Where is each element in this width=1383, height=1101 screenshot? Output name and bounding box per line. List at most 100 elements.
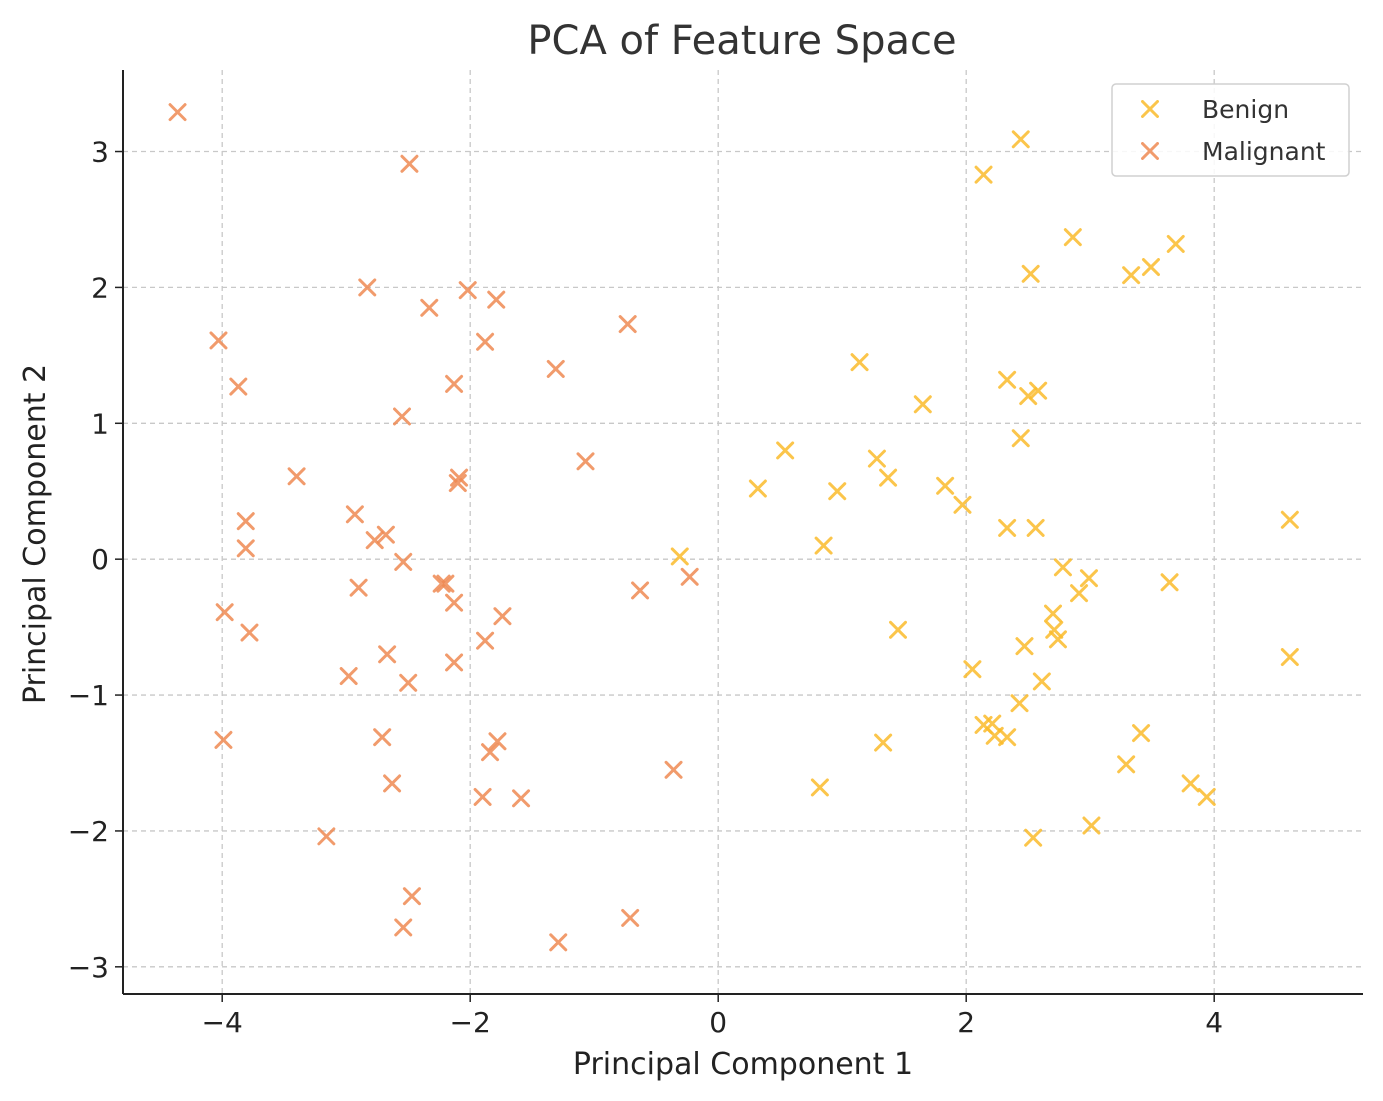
legend-label-benign: Benign [1202,95,1289,124]
data-point-benign [1011,130,1030,149]
legend: Benign Malignant [1111,83,1350,177]
data-point-malignant [445,593,464,612]
data-point-malignant [393,407,411,426]
data-point-benign [1132,724,1151,743]
data-point-malignant [399,673,418,692]
x-tick-label: 4 [1205,1006,1223,1039]
data-point-benign [1280,648,1299,667]
data-point-benign [748,479,767,498]
data-point-malignant [339,667,358,686]
data-point-malignant [394,918,413,937]
data-point-malignant [168,103,187,122]
data-point-benign [1024,828,1043,847]
data-point-malignant [229,377,248,396]
y-tick-label: −1 [68,679,109,712]
data-point-malignant [215,603,234,622]
x-tick-label: 0 [709,1006,727,1039]
data-point-benign [913,395,932,414]
data-point-malignant [576,452,595,471]
x-axis-label: Principal Component 1 [573,1047,913,1082]
chart-title: PCA of Feature Space [527,18,956,64]
data-point-benign [998,518,1017,537]
data-point-benign [1045,620,1064,639]
data-point-benign [879,468,898,487]
data-point-benign [1141,258,1160,277]
data-point-malignant [476,631,495,650]
data-point-malignant [420,298,439,317]
legend-box [1111,83,1350,177]
data-point-malignant [400,154,419,173]
data-point-benign [1197,787,1216,806]
data-point-malignant [240,623,259,642]
legend-marker-malignant [1141,142,1159,160]
data-point-benign [1070,584,1089,603]
data-point-benign [889,620,907,639]
legend-marker-benign [1141,100,1159,118]
data-point-benign [1011,429,1030,448]
legend-label-malignant: Malignant [1202,137,1326,166]
data-point-malignant [488,732,507,751]
data-point-malignant [317,827,336,846]
data-point-benign [1044,604,1062,623]
data-point-malignant [512,789,531,808]
data-point-benign [1048,630,1067,649]
data-point-benign [810,778,829,797]
tick-labels: −4 −2 0 2 4 −3 −2 −1 0 1 2 3 [68,136,1223,1039]
data-point-malignant [402,887,421,906]
data-point-malignant [432,574,451,593]
data-point-benign [1063,228,1082,247]
data-point-benign [1010,694,1029,713]
data-point-malignant [487,290,506,309]
x-tick-label: 2 [957,1006,975,1039]
data-point-benign [1019,387,1038,406]
data-point-benign [867,449,886,468]
data-point-benign [1280,510,1299,529]
data-point-malignant [349,578,368,597]
data-point-malignant [450,468,469,487]
data-point-benign [1181,774,1200,793]
data-point-benign [953,495,972,514]
data-point-benign [1015,637,1034,656]
data-point-malignant [631,581,650,600]
data-point-malignant [378,645,397,664]
data-point-benign [1122,266,1141,285]
data-point-malignant [345,505,364,524]
grid-lines [123,70,1363,994]
data-point-malignant [376,525,395,544]
y-tick-label: 3 [91,136,109,169]
data-point-malignant [680,567,699,586]
data-point-malignant [436,574,455,593]
data-point-malignant [481,743,500,762]
data-point-benign [850,353,869,372]
data-point-malignant [287,467,306,486]
data-point-malignant [373,728,392,747]
data-point-benign [828,482,847,501]
x-tick-label: −4 [202,1006,243,1039]
data-point-benign [1166,234,1185,253]
data-point-benign [998,728,1017,747]
y-tick-label: −2 [68,815,109,848]
y-tick-label: 1 [91,407,109,440]
data-point-malignant [618,315,637,334]
data-point-benign [1029,381,1048,400]
data-point-benign [1082,816,1101,835]
data-point-benign [998,370,1017,389]
data-point-malignant [236,539,255,558]
y-tick-label: −3 [68,951,109,984]
data-point-benign [1117,755,1136,774]
data-points [168,103,1299,952]
data-point-benign [1053,558,1072,577]
data-point-malignant [358,278,377,297]
y-tick-label: 2 [91,271,109,304]
data-point-benign [814,536,833,555]
data-point-benign [963,660,982,679]
data-point-malignant [445,374,464,393]
data-point-malignant [621,908,640,927]
data-point-malignant [546,359,565,378]
data-point-malignant [214,730,233,749]
data-point-benign [1026,518,1045,537]
data-point-malignant [236,512,255,531]
data-point-benign [874,733,893,752]
axes [115,70,1363,1002]
